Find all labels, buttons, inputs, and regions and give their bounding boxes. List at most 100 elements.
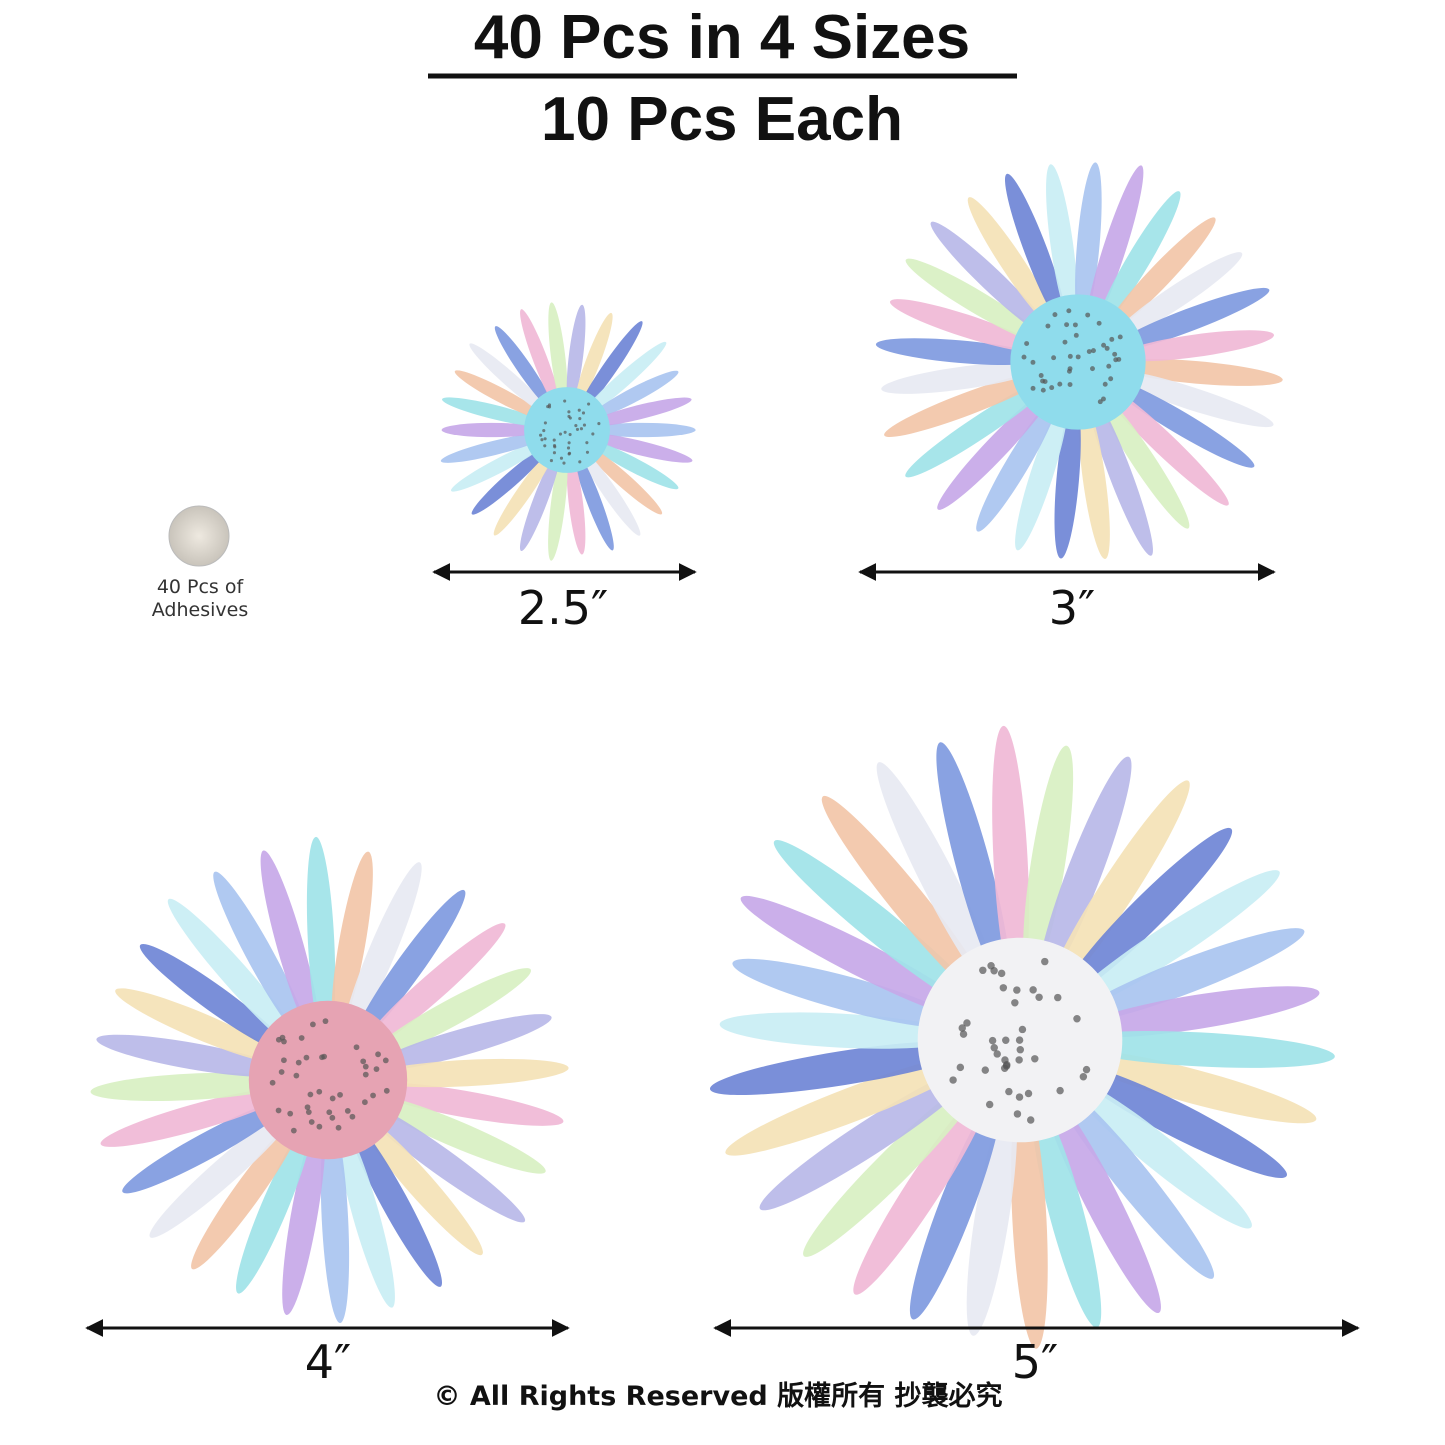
center-dot [326, 1109, 333, 1116]
center-dot [362, 1063, 369, 1070]
center-dot [587, 402, 591, 406]
center-dot [316, 1123, 323, 1130]
petal [1046, 164, 1078, 325]
center-dot [597, 422, 601, 426]
petal [1004, 173, 1067, 328]
center-dot [1112, 351, 1118, 357]
petal [803, 1077, 983, 1257]
center-dot [1102, 381, 1108, 387]
center-dot [1109, 336, 1115, 342]
petal [149, 1106, 298, 1238]
center-dot [322, 1018, 329, 1025]
center-dot [295, 1059, 302, 1066]
center-dot [1075, 354, 1081, 360]
petal [966, 1099, 1018, 1336]
petal [875, 338, 1044, 366]
center-dot [987, 962, 995, 970]
center-dot [559, 456, 564, 460]
petal [1031, 1099, 1102, 1328]
center-dot [562, 461, 566, 465]
center-dot [1003, 1061, 1011, 1069]
petal [115, 988, 285, 1064]
petal [589, 422, 696, 438]
petal [357, 1113, 483, 1256]
petal [366, 1094, 546, 1174]
petal [336, 1120, 395, 1308]
petal [236, 1122, 312, 1294]
center-dot [1082, 1065, 1091, 1074]
center-dot [310, 1021, 316, 1028]
center-dot [546, 405, 550, 409]
center-dot [1018, 1025, 1027, 1034]
petal [1070, 1049, 1317, 1124]
center-dot [373, 1066, 380, 1072]
center-dot [1016, 1045, 1025, 1054]
center-dot [1005, 1087, 1013, 1096]
petal [725, 1053, 979, 1156]
petal [876, 762, 1001, 998]
flower-center [248, 1000, 408, 1160]
petal [881, 362, 1040, 394]
center-dot [287, 1110, 294, 1117]
center-dot [383, 1087, 390, 1094]
petal [584, 445, 663, 515]
adhesive-dot [168, 505, 230, 567]
center-dot [1041, 957, 1049, 966]
center-dot [281, 1038, 287, 1045]
center-dot [999, 984, 1008, 992]
center-dot [269, 1079, 276, 1086]
center-dot [362, 1071, 369, 1078]
center-dot [552, 438, 556, 442]
subtitle: 10 Pcs Each [541, 85, 903, 154]
center-dot [1029, 986, 1037, 994]
petal [1117, 330, 1275, 362]
adhesive-label: 40 Pcs of [157, 576, 245, 598]
center-dot [567, 410, 571, 414]
center-dot [1040, 378, 1046, 384]
petal [992, 725, 1030, 996]
petal [320, 1115, 350, 1323]
center-dot [1096, 320, 1102, 326]
center-dot [543, 437, 547, 441]
center-dot [375, 1051, 381, 1058]
petal [1109, 287, 1270, 352]
petal [1106, 377, 1255, 468]
petal [90, 1072, 288, 1102]
title: 40 Pcs in 4 Sizes [474, 3, 970, 72]
center-dot [303, 1054, 310, 1061]
center-dot [566, 446, 571, 450]
petal [759, 1065, 979, 1211]
center-dot [1104, 345, 1110, 351]
center-dot [1067, 353, 1073, 359]
center-dot [1052, 312, 1058, 318]
petal [1071, 928, 1305, 1024]
center-dot [981, 1066, 990, 1074]
petal [821, 795, 992, 1005]
center-dot [585, 450, 590, 454]
center-dot [370, 1092, 376, 1099]
center-dot [949, 1076, 957, 1084]
petal [167, 898, 305, 1053]
center-dot [1106, 363, 1112, 369]
petal [1054, 402, 1081, 559]
center-dot [1079, 1073, 1088, 1081]
center-dot [307, 1091, 314, 1098]
center-dot [582, 423, 587, 427]
petal [493, 448, 555, 536]
size-label: 5″ [1012, 1335, 1058, 1389]
petal [353, 889, 466, 1045]
center-dot [362, 1099, 368, 1106]
petal [548, 448, 568, 561]
petal [853, 1086, 991, 1295]
petal [566, 304, 586, 406]
center-dot [1085, 312, 1091, 318]
size-label: 2.5″ [518, 581, 608, 635]
flower-center [1010, 294, 1146, 430]
center-dot [329, 1095, 336, 1102]
petal [331, 851, 373, 1035]
center-dot [281, 1057, 287, 1064]
petal [347, 1117, 442, 1287]
center-dot [997, 969, 1006, 978]
center-dot [563, 399, 567, 403]
center-dot [1027, 1116, 1035, 1124]
